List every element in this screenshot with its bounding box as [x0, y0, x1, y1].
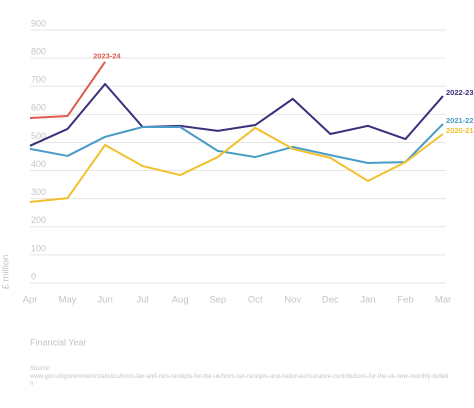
series-label: 2022-23: [446, 88, 474, 97]
x-tick-label: Jan: [360, 295, 375, 306]
x-tick-label: Mar: [435, 295, 451, 306]
y-tick-label: 400: [31, 159, 46, 169]
series-label: 2020-21: [446, 126, 474, 135]
x-tick-label: Apr: [23, 295, 38, 306]
x-tick-label: Sep: [209, 295, 226, 306]
series-line: [29, 61, 106, 119]
x-tick-label: Oct: [248, 295, 263, 306]
x-tick-label: May: [59, 295, 77, 306]
x-axis-label: Financial Year: [30, 337, 87, 347]
x-tick-label: Dec: [322, 295, 339, 306]
y-tick-label: 800: [31, 46, 46, 56]
x-tick-label: Nov: [284, 295, 301, 306]
y-tick-label: 600: [31, 103, 46, 113]
source-title: Source:: [30, 366, 51, 372]
x-tick-label: Jul: [137, 295, 149, 306]
chart: £ million Financial Year 0 100 200 300 400 50…: [1, 18, 474, 347]
y-tick-label: 700: [31, 75, 46, 85]
series-line: [29, 82, 444, 147]
source-url: www.gov.uk/government/statistics/hmrc-ta…: [30, 373, 449, 388]
series-line: [29, 123, 444, 164]
y-tick-label: 200: [31, 215, 46, 225]
y-tick-label: 900: [31, 18, 46, 28]
y-axis-label: £ million: [1, 255, 12, 290]
y-tick-label: 100: [31, 243, 46, 253]
y-tick-label: 0: [31, 271, 36, 281]
series-label: 2023-24: [93, 52, 121, 61]
x-tick-label: Jun: [97, 295, 112, 306]
series-label: 2021-22: [446, 116, 474, 125]
x-tick-label: Aug: [172, 295, 189, 306]
series-line: [29, 126, 444, 204]
x-tick-label: Feb: [397, 295, 413, 306]
source: Source: www.gov.uk/government/statistics…: [30, 366, 450, 389]
y-tick-label: 300: [31, 187, 46, 197]
y-tick-label: 500: [31, 131, 46, 141]
